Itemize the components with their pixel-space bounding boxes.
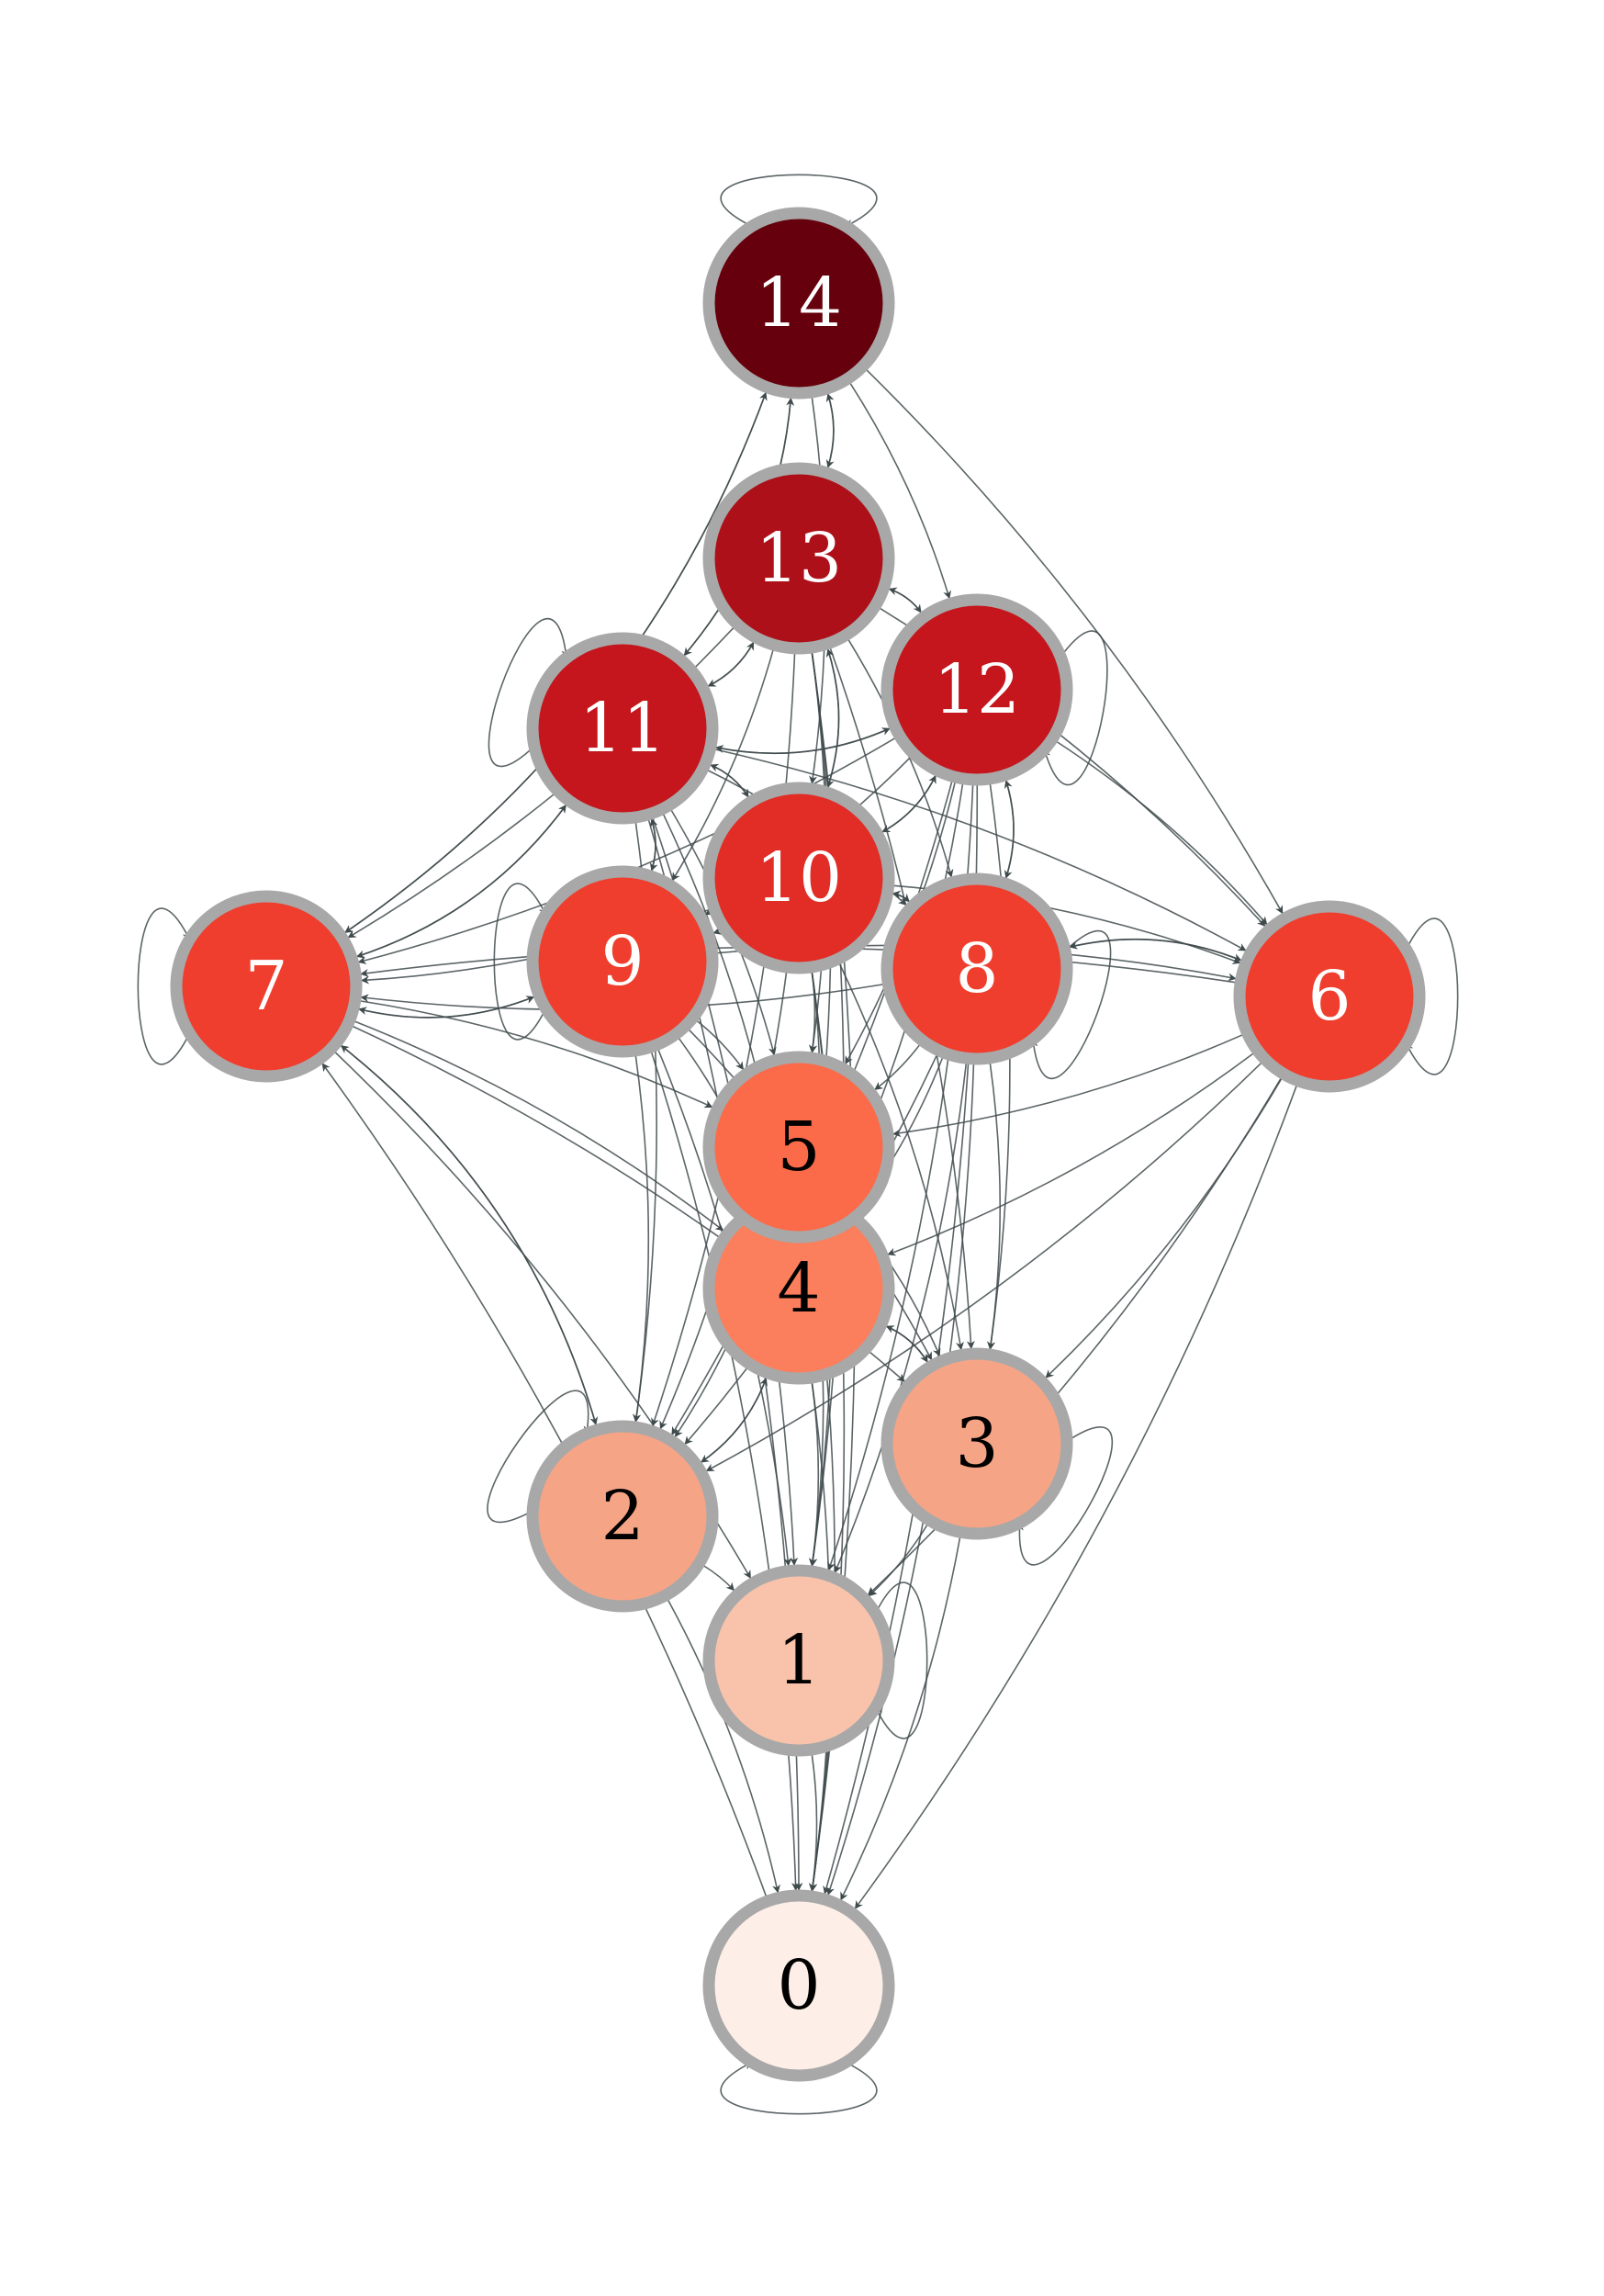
edge-3-to-0 — [840, 1536, 961, 1901]
node-2-circle — [526, 1420, 719, 1613]
edge-6-to-3 — [1045, 1076, 1284, 1379]
node-0-label: 0 — [777, 1946, 820, 2025]
edge-2-to-4 — [699, 1377, 768, 1464]
edge-14-to-13 — [825, 391, 835, 468]
edge-14-to-12 — [848, 381, 951, 600]
edge-14-to-14 — [720, 174, 878, 228]
node-10-circle — [702, 782, 895, 974]
edge-8-to-1 — [834, 1062, 968, 1573]
edge-10-to-3 — [838, 962, 964, 1351]
edge-11-to-10 — [708, 763, 749, 798]
node-12-circle — [881, 593, 1073, 786]
node-7-circle — [170, 890, 363, 1083]
edge-6-to-6 — [1405, 917, 1459, 1075]
edge-12-to-3 — [987, 782, 1011, 1350]
edge-12-to-8 — [1004, 778, 1015, 879]
edge-13-to-9 — [671, 648, 775, 882]
edge-7-to-7 — [137, 907, 191, 1065]
node-9-circle — [526, 865, 719, 1058]
node-0[interactable]: 0 — [702, 1889, 895, 2082]
edge-8-to-6 — [1068, 939, 1242, 962]
node-13-circle — [702, 462, 895, 655]
node-1[interactable]: 1 — [702, 1564, 895, 1757]
node-3-label: 3 — [955, 1404, 998, 1483]
edge-3-to-4 — [885, 1325, 929, 1365]
edge-1-to-1 — [874, 1581, 928, 1739]
edge-6-to-0 — [854, 1084, 1298, 1909]
edge-2-to-2 — [487, 1390, 592, 1524]
node-14[interactable]: 14 — [702, 207, 895, 400]
node-10[interactable]: 10 — [702, 782, 895, 974]
edge-11-to-7 — [355, 803, 568, 959]
edge-4-to-2 — [700, 1376, 768, 1463]
edge-6-to-4 — [887, 1052, 1255, 1256]
node-8-circle — [881, 872, 1073, 1065]
node-4-label: 4 — [777, 1249, 820, 1328]
edge-13-to-2 — [651, 651, 796, 1427]
edge-9-to-7 — [358, 996, 536, 1019]
edge-8-to-8 — [1029, 929, 1112, 1080]
node-2-label: 2 — [600, 1477, 644, 1556]
edge-12-to-12 — [1042, 630, 1108, 786]
node-6-circle — [1233, 900, 1426, 1093]
node-7[interactable]: 7 — [170, 890, 363, 1083]
edge-11-to-11 — [488, 617, 570, 768]
node-8-label: 8 — [955, 929, 998, 1008]
edge-7-to-2 — [339, 1043, 599, 1425]
node-12-label: 12 — [934, 650, 1020, 729]
node-3[interactable]: 3 — [881, 1347, 1073, 1540]
edge-8-to-5 — [874, 1042, 922, 1091]
node-2[interactable]: 2 — [526, 1420, 719, 1613]
edge-3-to-3 — [1015, 1426, 1114, 1566]
node-1-label: 1 — [777, 1621, 820, 1700]
node-0-circle — [702, 1889, 895, 2082]
edge-12-to-13 — [888, 587, 923, 614]
node-11[interactable]: 11 — [526, 632, 719, 825]
edge-0-to-0 — [720, 2061, 878, 2115]
node-5[interactable]: 5 — [702, 1051, 895, 1244]
node-13-label: 13 — [756, 519, 842, 598]
node-9[interactable]: 9 — [526, 865, 719, 1058]
edge-9-to-9 — [493, 883, 547, 1041]
node-11-label: 11 — [579, 689, 666, 768]
node-11-circle — [526, 632, 719, 825]
edge-11-to-6 — [713, 748, 1247, 951]
edge-12-to-6 — [1055, 739, 1268, 926]
node-5-circle — [702, 1051, 895, 1244]
edge-13-to-10 — [825, 647, 840, 788]
edge-12-to-10 — [881, 773, 937, 833]
edge-14-to-6 — [865, 368, 1284, 915]
node-14-circle — [702, 207, 895, 400]
edge-2-to-7 — [340, 1044, 598, 1427]
edge-11-to-9 — [649, 816, 658, 872]
edge-9-to-0 — [650, 1050, 800, 1891]
edge-2-to-0 — [667, 1598, 780, 1894]
edge-13-to-11 — [707, 640, 756, 687]
node-12[interactable]: 12 — [881, 593, 1073, 786]
node-13[interactable]: 13 — [702, 462, 895, 655]
node-6-label: 6 — [1307, 957, 1351, 1036]
edge-9-to-2 — [633, 1053, 650, 1423]
node-3-circle — [881, 1347, 1073, 1540]
edge-7-to-4 — [353, 1019, 724, 1232]
node-5-label: 5 — [777, 1108, 820, 1187]
edge-7-to-5 — [358, 999, 713, 1109]
node-14-label: 14 — [756, 264, 842, 343]
edge-2-to-1 — [701, 1564, 735, 1592]
node-6[interactable]: 6 — [1233, 900, 1426, 1093]
node-9-label: 9 — [600, 922, 644, 1001]
node-1-circle — [702, 1564, 895, 1757]
node-10-label: 10 — [756, 838, 842, 917]
node-8[interactable]: 8 — [881, 872, 1073, 1065]
node-7-label: 7 — [244, 947, 287, 1026]
edge-13-to-12 — [887, 587, 922, 613]
edge-6-to-5 — [892, 1033, 1245, 1138]
